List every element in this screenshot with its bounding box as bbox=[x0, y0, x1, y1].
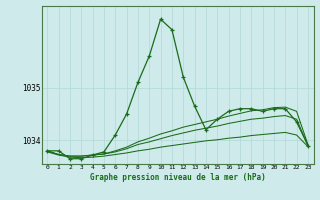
X-axis label: Graphe pression niveau de la mer (hPa): Graphe pression niveau de la mer (hPa) bbox=[90, 173, 266, 182]
